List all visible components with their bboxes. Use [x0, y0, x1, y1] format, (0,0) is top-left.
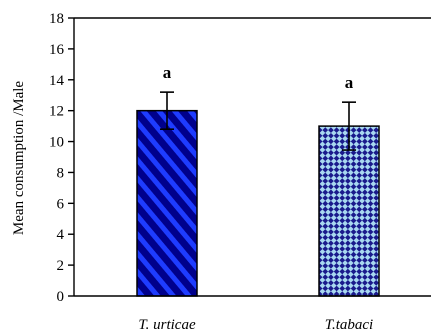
- category-label-0: T. urticae: [138, 317, 196, 333]
- category-label-1: T.tabaci: [325, 317, 373, 333]
- y-tick-label: 16: [49, 42, 65, 58]
- bar-0: [136, 109, 198, 297]
- y-tick-label: 2: [57, 258, 65, 274]
- y-tick-label: 6: [57, 196, 65, 212]
- error-bars: [160, 91, 356, 151]
- y-tick-label: 12: [49, 104, 64, 120]
- y-tick-label: 14: [49, 73, 65, 89]
- y-tick-label: 18: [49, 11, 64, 27]
- y-tick-label: 8: [57, 165, 65, 181]
- y-tick-label: 4: [57, 227, 65, 243]
- y-tick-label: 10: [49, 135, 64, 151]
- bars: [136, 109, 380, 297]
- significance-label-0: a: [163, 63, 172, 82]
- x-axis-categories: T. urticae T.tabaci: [138, 317, 373, 333]
- significance-label-1: a: [345, 73, 354, 92]
- y-axis: 0 2 4 6 8 10 12 14 16 18: [49, 11, 74, 305]
- y-axis-title: Mean consumption /Male: [11, 81, 27, 235]
- y-tick-label: 0: [57, 289, 65, 305]
- significance-labels: aa: [163, 63, 354, 92]
- bar-1: [318, 125, 380, 297]
